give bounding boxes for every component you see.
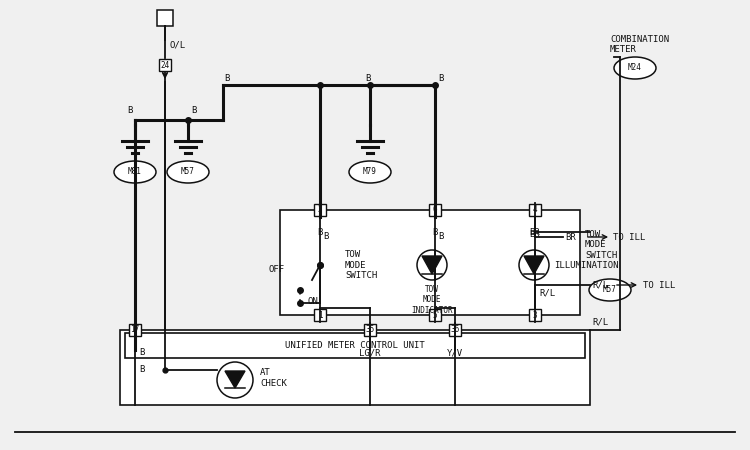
Text: OFF: OFF: [268, 266, 285, 274]
Text: B: B: [191, 106, 196, 115]
Text: AT
CHECK: AT CHECK: [260, 368, 286, 388]
Text: M57: M57: [603, 285, 617, 294]
Text: M79: M79: [363, 167, 377, 176]
Bar: [129, 324, 141, 336]
Bar: [125, 333, 585, 358]
Ellipse shape: [589, 279, 631, 301]
Text: B: B: [127, 106, 132, 115]
Text: TO ILL: TO ILL: [613, 233, 645, 242]
Text: BR: BR: [530, 230, 540, 239]
Text: 3: 3: [532, 310, 537, 320]
Text: BR: BR: [565, 233, 576, 242]
Text: BR: BR: [530, 228, 540, 237]
Text: 24: 24: [160, 60, 170, 69]
Text: M24: M24: [628, 63, 642, 72]
Bar: [159, 59, 171, 71]
Text: B: B: [139, 365, 144, 374]
Text: Y/V: Y/V: [447, 348, 463, 357]
Text: B: B: [323, 232, 328, 241]
Text: M57: M57: [181, 167, 195, 176]
Text: COMBINATION
METER: COMBINATION METER: [610, 35, 669, 54]
Bar: [280, 210, 580, 315]
Text: ILLUMINATION: ILLUMINATION: [554, 261, 619, 270]
Text: 2: 2: [318, 206, 322, 215]
Bar: [429, 204, 441, 216]
Text: O/L: O/L: [170, 40, 186, 49]
Bar: [364, 324, 376, 336]
Text: TOW
MODE
SWITCH: TOW MODE SWITCH: [345, 250, 377, 280]
Text: 36: 36: [450, 325, 460, 334]
Text: TO ILL: TO ILL: [643, 280, 675, 289]
Bar: [429, 309, 441, 321]
Text: R/L: R/L: [592, 280, 608, 289]
Ellipse shape: [167, 161, 209, 183]
Text: ON: ON: [307, 297, 318, 306]
Text: TOW
MODE
INDICATOR: TOW MODE INDICATOR: [411, 285, 453, 315]
Text: M81: M81: [128, 167, 142, 176]
Text: 4: 4: [532, 206, 537, 215]
Text: 35: 35: [365, 325, 375, 334]
Text: B: B: [438, 232, 443, 241]
Ellipse shape: [349, 161, 391, 183]
Bar: [449, 324, 461, 336]
Text: B: B: [317, 228, 322, 237]
Text: B: B: [139, 348, 144, 357]
Text: TOW
MODE
SWITCH: TOW MODE SWITCH: [585, 230, 617, 260]
Ellipse shape: [114, 161, 156, 183]
Bar: [314, 309, 326, 321]
Text: UNIFIED METER CONTROL UNIT: UNIFIED METER CONTROL UNIT: [285, 342, 424, 351]
Text: R/L: R/L: [592, 318, 608, 327]
Text: 5: 5: [433, 310, 437, 320]
Text: B: B: [438, 74, 443, 83]
Polygon shape: [422, 256, 442, 274]
Bar: [157, 10, 173, 26]
Text: 17: 17: [130, 325, 140, 334]
Bar: [314, 204, 326, 216]
Bar: [120, 330, 590, 405]
Text: B: B: [432, 228, 438, 237]
Text: B: B: [224, 74, 230, 83]
Ellipse shape: [614, 57, 656, 79]
Bar: [529, 204, 541, 216]
Polygon shape: [524, 256, 544, 274]
Text: R/L: R/L: [539, 288, 555, 297]
Text: LG/R: LG/R: [359, 348, 381, 357]
Text: B: B: [365, 74, 370, 83]
Bar: [529, 309, 541, 321]
Text: 1: 1: [318, 310, 322, 320]
Text: 6: 6: [433, 206, 437, 215]
Polygon shape: [225, 371, 245, 388]
